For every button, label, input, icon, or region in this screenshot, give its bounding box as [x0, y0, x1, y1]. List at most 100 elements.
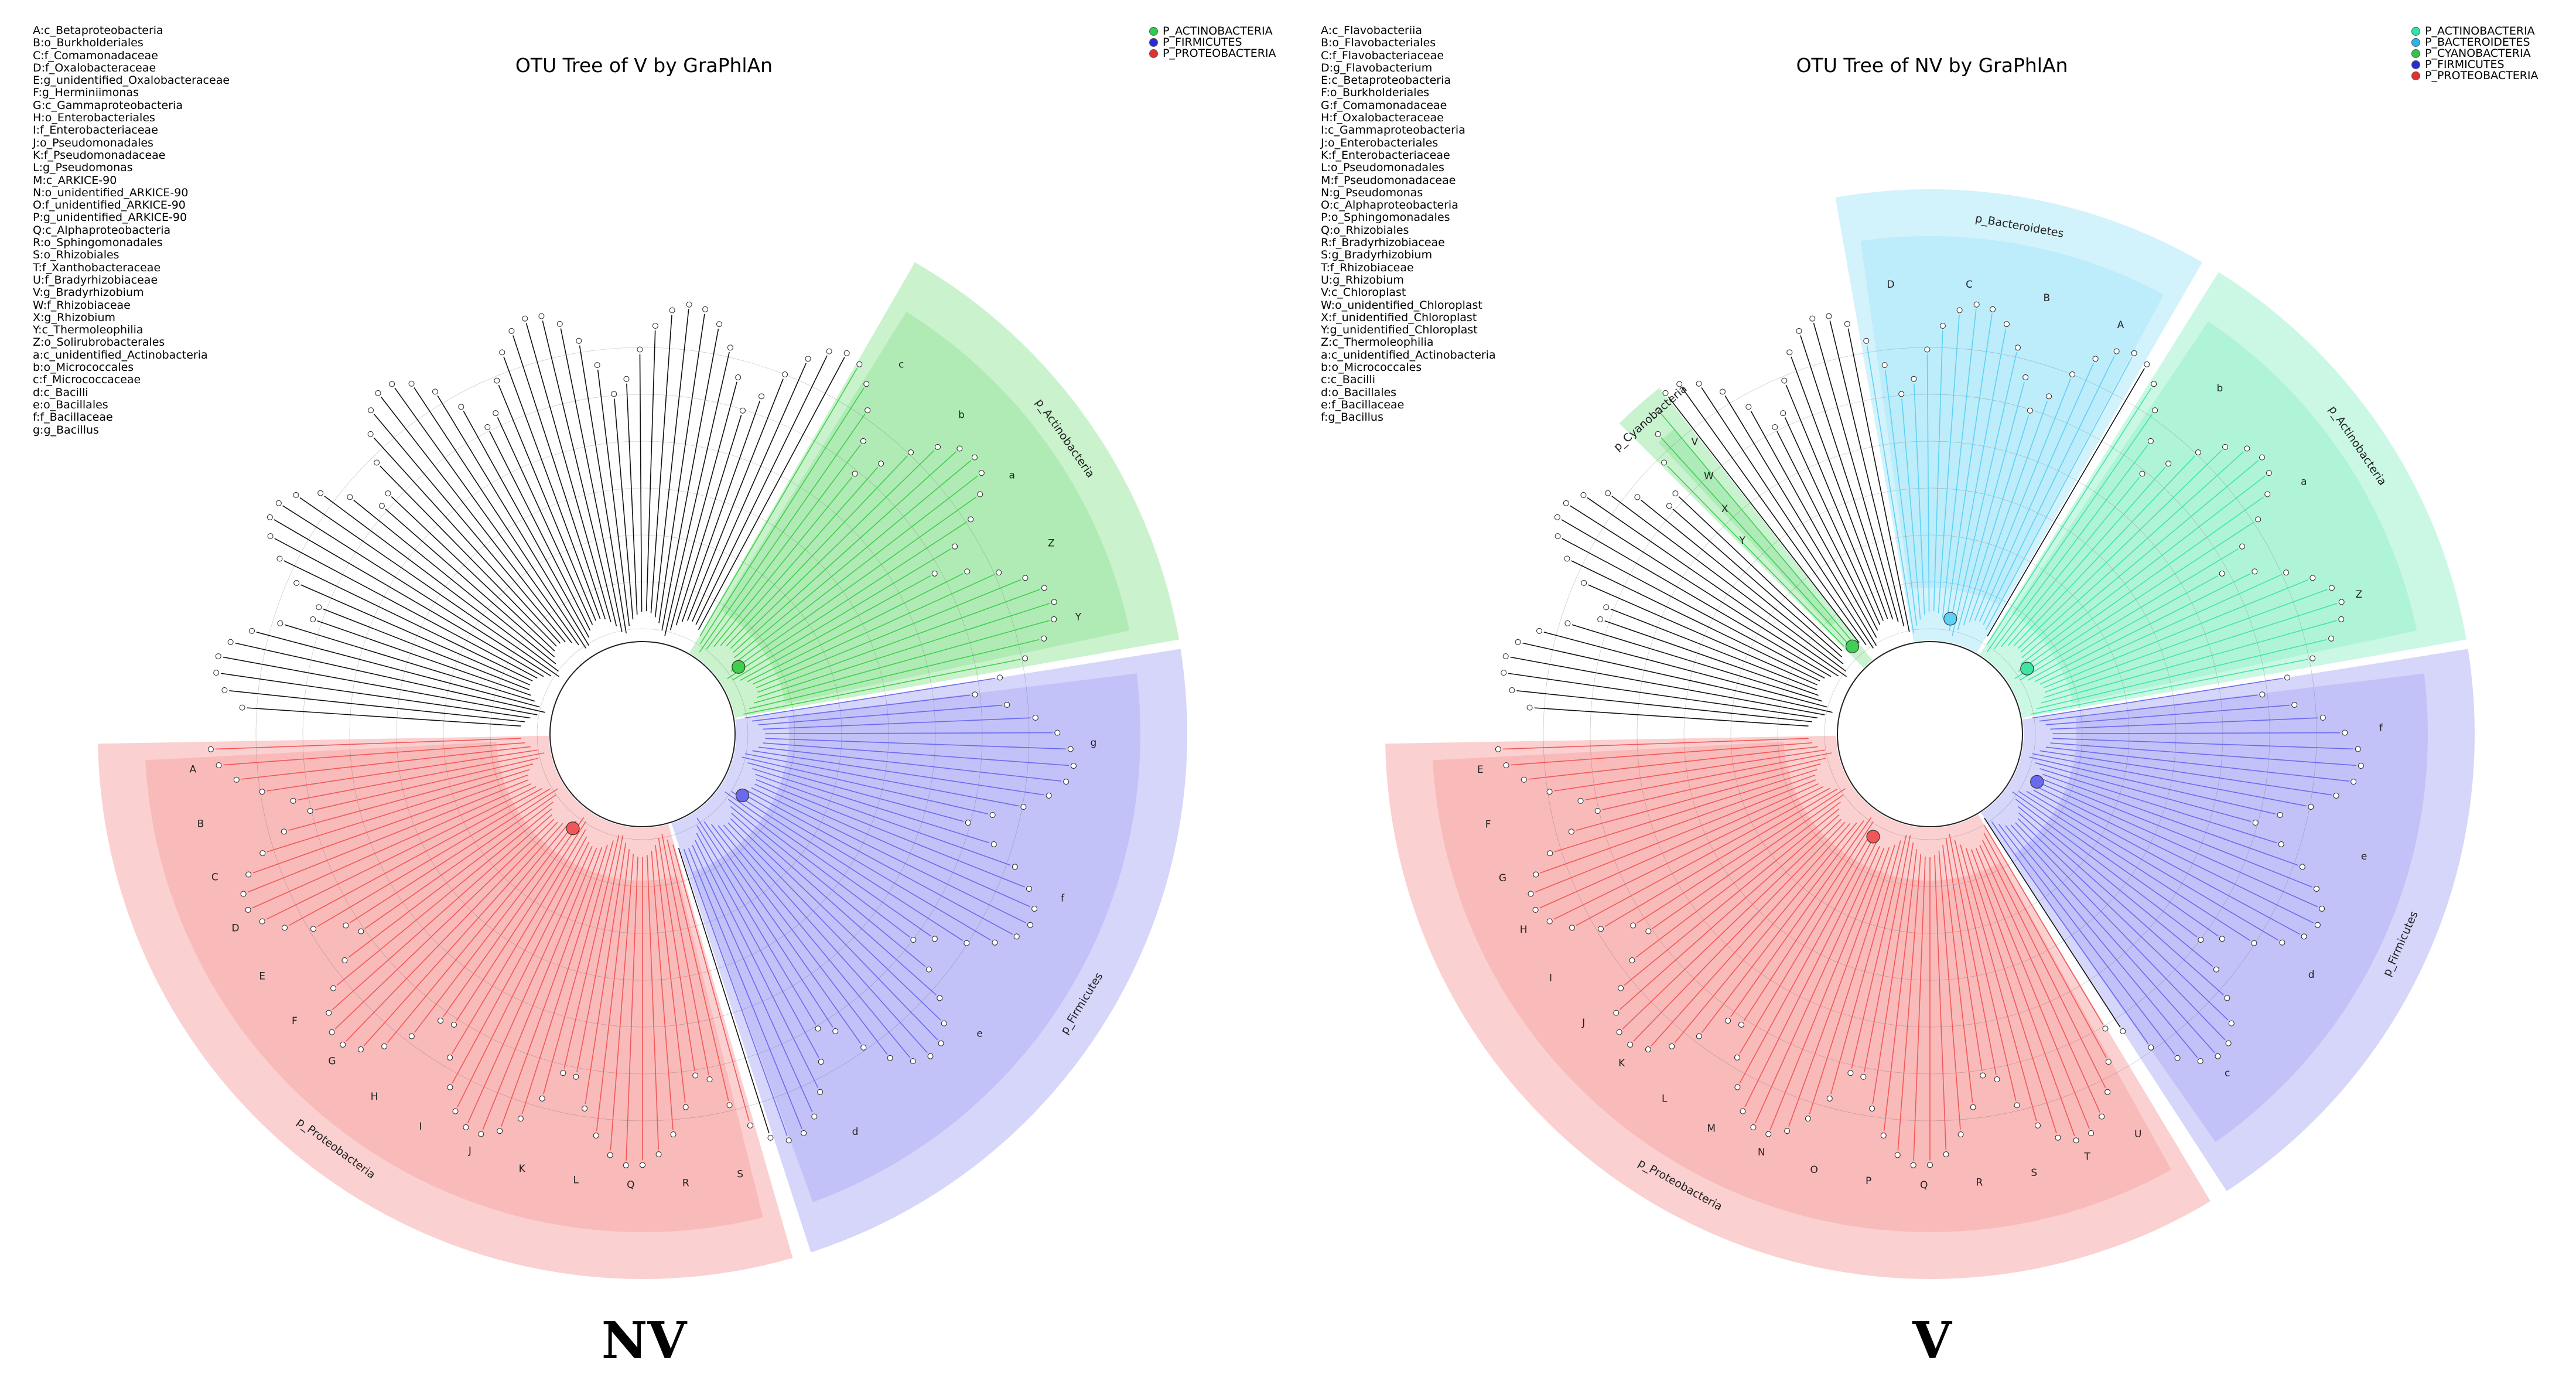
leaf-node [1956, 307, 1963, 313]
leaf-node [2228, 1020, 2235, 1027]
tree-branch [1682, 387, 1867, 646]
phylum-label: P_PROTEOBACTERIA [2425, 69, 2539, 82]
tree-branch [252, 775, 528, 874]
leaf-node [1020, 804, 1027, 810]
leaf-node [2338, 599, 2345, 605]
leaf-node [925, 966, 932, 973]
tree-branch [695, 355, 828, 625]
tree-branch [1652, 794, 1844, 929]
leaf-node [767, 1134, 774, 1141]
leaf-node [2092, 356, 2099, 362]
leaf-node [1564, 620, 1571, 626]
clade-sector-actinobacteria [1979, 272, 2466, 718]
tree-branch [1624, 808, 1840, 986]
leaf-node [2284, 674, 2291, 681]
tree-branch [1883, 849, 1918, 1131]
leaf-node [1786, 349, 1793, 356]
leaf-node [1980, 1072, 1986, 1079]
leaf-node [2069, 371, 2076, 378]
phylum-legend: P_ACTINOBACTERIA P_BACTEROIDETES P_CYANOBA… [2411, 26, 2539, 81]
tree-branch [1979, 844, 2100, 1113]
tree-branch [467, 845, 593, 1124]
leaf-node [2358, 763, 2364, 769]
leaf-node [1063, 779, 1070, 785]
leaf-node [2027, 407, 2033, 414]
tree-branch [597, 369, 630, 626]
tree-branch [1969, 400, 2048, 622]
tree-branch [1571, 560, 1820, 681]
tree-branch [497, 417, 593, 625]
tree-branch [283, 560, 533, 681]
leaf-node [2046, 393, 2052, 400]
tree-branch [610, 854, 634, 1151]
leaf-node [317, 490, 324, 496]
clade-letter: B [197, 819, 204, 830]
leaf-node [1634, 494, 1641, 500]
tree-branch [223, 656, 538, 715]
tree-branch [765, 738, 1066, 750]
tree-branch [1535, 779, 1816, 893]
clade-node [1943, 612, 1957, 626]
tree-branch [1540, 775, 1816, 874]
leaf-node [727, 345, 733, 351]
legend-entry: f:f_Bacillaceae [33, 411, 113, 424]
leaf-node [1645, 928, 1652, 935]
clade-letter: J [1581, 1017, 1585, 1029]
tree-branch [1539, 783, 1819, 909]
cladogram-nv: YZabcp_Actinobacteriadefgp_FirmicutesABC… [98, 262, 1187, 1279]
legend-entry: F:o_Burkholderiales [1321, 86, 1430, 100]
tree-branch [2050, 717, 2318, 730]
leaf-node [2165, 461, 2172, 467]
leaf-node [593, 1133, 599, 1139]
tree-branch [1993, 444, 2148, 650]
tree-branch [1622, 819, 1842, 1029]
leaf-node [1772, 424, 1778, 430]
tree-branch [752, 768, 990, 844]
leaf-node [815, 1025, 821, 1032]
tree-branch [437, 395, 590, 646]
leaf-node [2088, 1130, 2095, 1137]
tree-branch [1872, 843, 1914, 1104]
tree-branch [686, 379, 784, 621]
leaf-node [1580, 492, 1587, 498]
tree-branch [727, 799, 910, 937]
leaf-node [347, 494, 353, 500]
leaf-node [2147, 438, 2154, 444]
tree-branch [1610, 608, 1817, 691]
tree-branch [2031, 659, 2308, 715]
leaf-node [1012, 864, 1018, 870]
tree-branch [675, 415, 742, 626]
leaf-node [878, 461, 884, 467]
leaf-node [259, 789, 265, 795]
leaf-node [277, 620, 283, 626]
tree-branch [1946, 313, 1993, 623]
clade-letter: f [1061, 893, 1065, 905]
tree-branch [1576, 763, 1821, 831]
leaf-node [408, 380, 415, 387]
clade-letter: R [1976, 1177, 1983, 1188]
leaf-node [2152, 407, 2158, 414]
leaf-node [307, 807, 313, 814]
leaf-node [1927, 1162, 1933, 1168]
tree-branch [1672, 509, 1843, 657]
tree-branch [739, 790, 991, 941]
leaf-node [964, 940, 970, 946]
leaf-node [1666, 503, 1672, 509]
legend-entry: f:g_Bacillus [1321, 411, 1383, 424]
leaf-node [594, 362, 600, 369]
tree-branch [694, 840, 819, 1088]
leaf-node [826, 348, 832, 354]
tree-branch [380, 396, 572, 643]
tree-branch [757, 589, 1040, 693]
tree-branch [498, 384, 596, 621]
tree-branch [452, 836, 587, 1084]
legend-entry: W:o_unidentified_Chloroplast [1321, 298, 1482, 312]
leaf-node [1070, 763, 1077, 769]
leaf-node [216, 762, 222, 769]
tree-branch [1960, 844, 2037, 1121]
tree-branch [753, 620, 1050, 704]
tree-branch [1528, 746, 1818, 780]
tree-ring [537, 628, 749, 840]
tree-branch [2027, 575, 2219, 681]
tree-branch [380, 465, 557, 647]
